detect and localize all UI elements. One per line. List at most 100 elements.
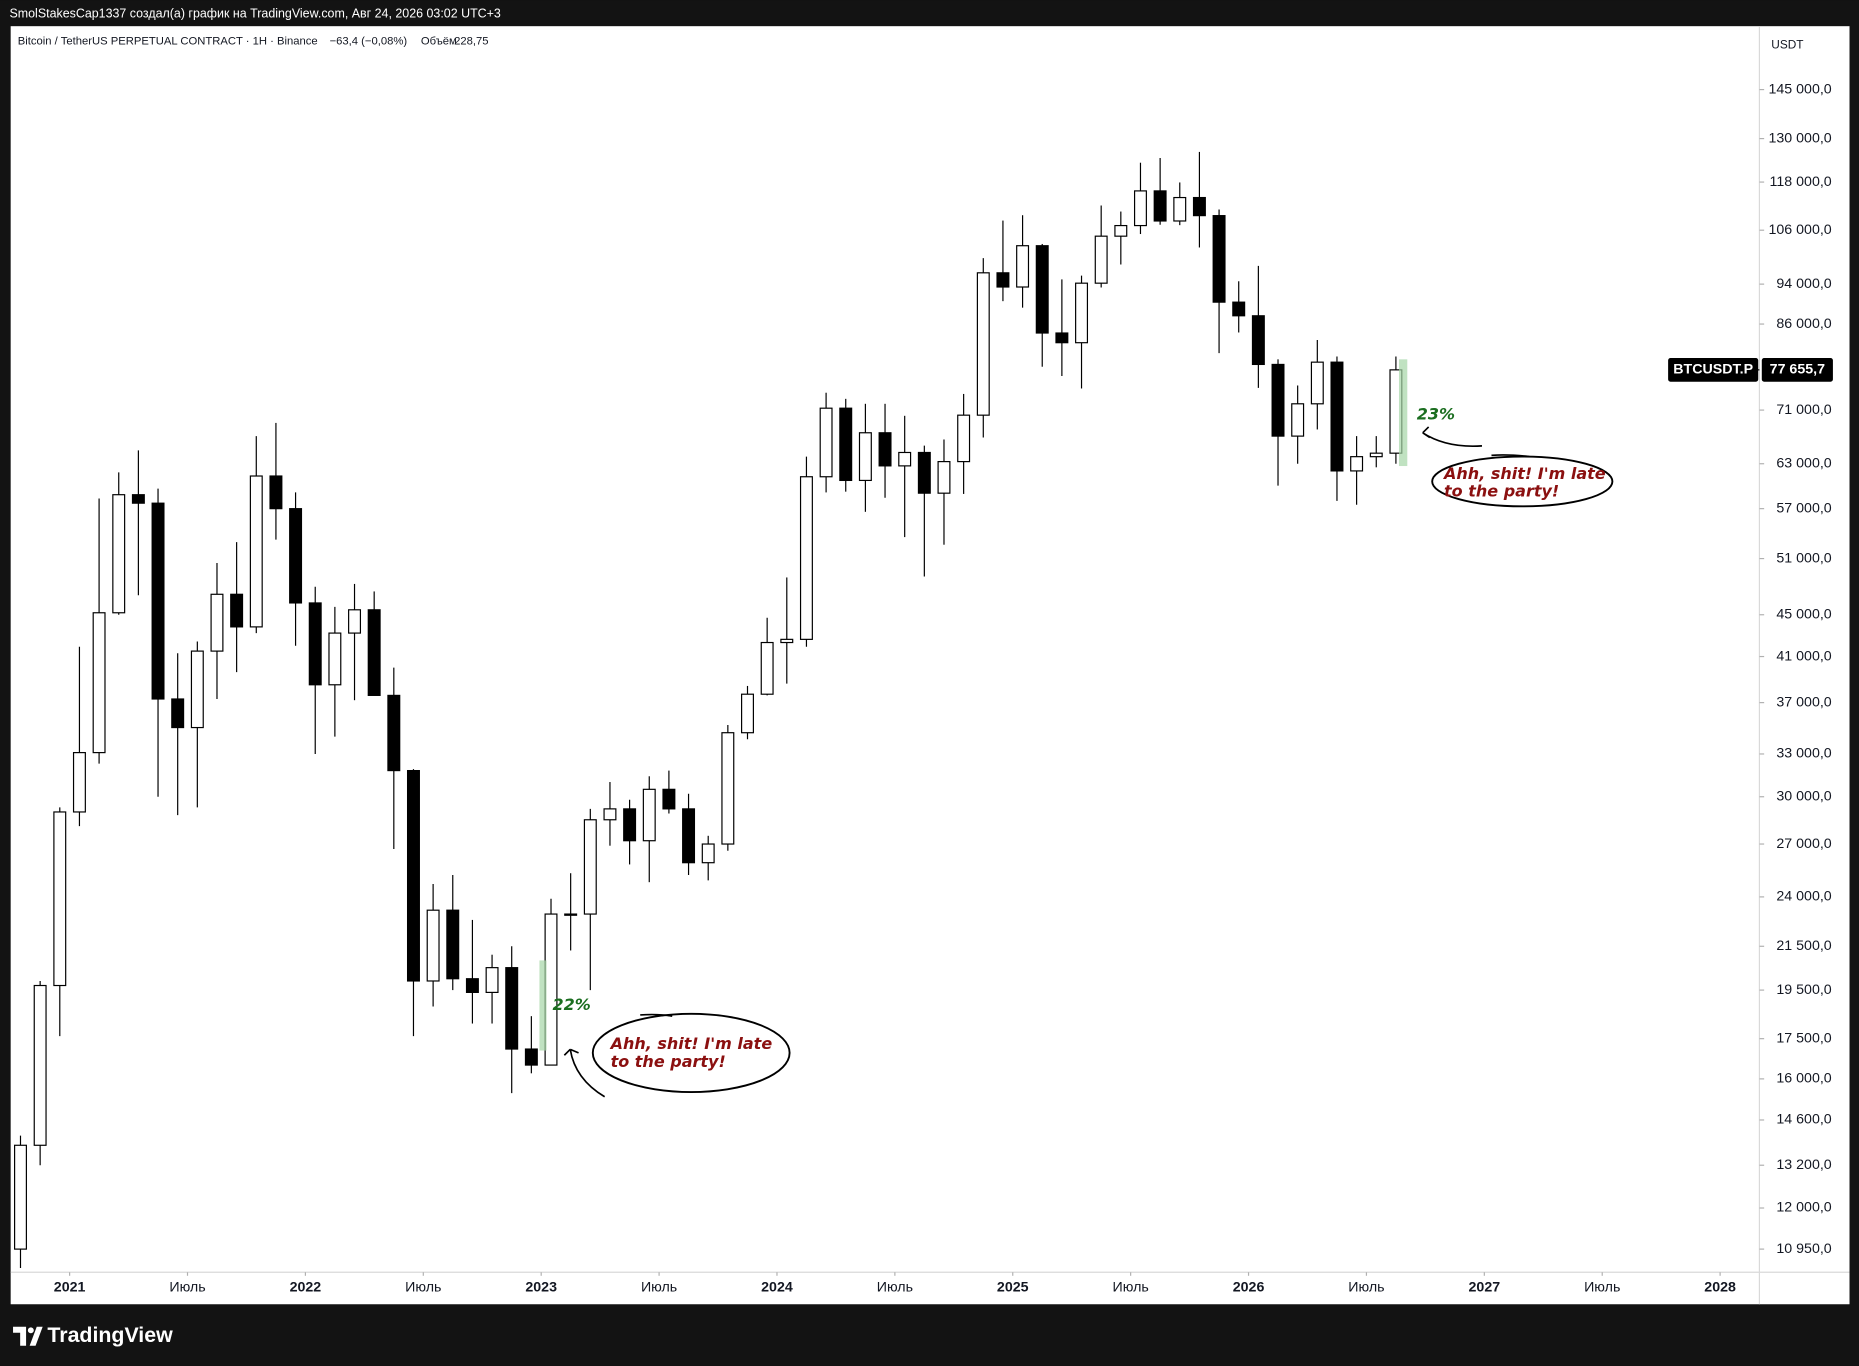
symbol-tag xyxy=(1668,358,1759,382)
candle-body xyxy=(269,475,283,510)
candle-body xyxy=(760,641,774,695)
price-tag xyxy=(1761,358,1833,382)
currency: USDT xyxy=(1771,37,1803,51)
candle-body xyxy=(858,432,872,482)
candle-body xyxy=(131,494,145,504)
y-tick-label: 24 000,0 xyxy=(1776,889,1831,905)
candle-body xyxy=(1291,403,1305,437)
x-tick-label: Июль xyxy=(169,1279,205,1295)
measure-box xyxy=(1398,359,1408,467)
y-tick-label: 37 000,0 xyxy=(1776,694,1831,710)
y-tick-label: 86 000,0 xyxy=(1776,316,1831,332)
candle-body xyxy=(544,913,558,1066)
candle-body xyxy=(1173,196,1187,222)
volume: 228,75 xyxy=(454,36,488,48)
candle-body xyxy=(524,1048,538,1066)
candle-body xyxy=(14,1144,27,1250)
candle-body xyxy=(1251,315,1265,366)
candle-body xyxy=(996,272,1010,288)
candle-body xyxy=(1192,196,1206,217)
candle-body xyxy=(1055,332,1069,344)
chart-area xyxy=(10,26,1850,1305)
change: −63,4 (−0,08%) xyxy=(330,36,408,48)
candle-body xyxy=(603,808,617,821)
candle-body xyxy=(426,909,440,982)
x-tick-label: Июль xyxy=(1348,1279,1384,1295)
speech-bubble xyxy=(591,1012,791,1093)
y-tick-label: 94 000,0 xyxy=(1776,276,1831,292)
x-tick-label: 2027 xyxy=(1469,1279,1501,1295)
y-tick-label: 57 000,0 xyxy=(1776,500,1831,516)
candle-body xyxy=(72,752,86,813)
x-tick-label: Июль xyxy=(641,1279,677,1295)
y-tick-label: 71 000,0 xyxy=(1776,402,1831,418)
candle-body xyxy=(171,698,185,729)
y-tick-label: 145 000,0 xyxy=(1768,81,1831,97)
logo-text: TradingView xyxy=(47,1323,173,1347)
y-tick-label: 12 000,0 xyxy=(1776,1200,1831,1216)
candle-body xyxy=(1114,224,1128,237)
candle-body xyxy=(662,788,676,810)
x-tick-label: 2025 xyxy=(997,1279,1029,1295)
candle-body xyxy=(230,593,244,628)
y-tick-label: 16 000,0 xyxy=(1776,1071,1831,1087)
candle-body xyxy=(1035,245,1049,334)
candle-body xyxy=(564,913,578,916)
y-tick-label: 106 000,0 xyxy=(1768,222,1831,238)
x-tick-label: 2022 xyxy=(290,1279,322,1295)
x-tick-label: 2023 xyxy=(525,1279,557,1295)
candle-body xyxy=(210,593,224,652)
candle-body xyxy=(1330,361,1344,472)
candle-body xyxy=(583,819,597,915)
y-tick-label: 130 000,0 xyxy=(1768,130,1831,146)
candle-body xyxy=(289,508,303,604)
candle-body xyxy=(33,984,47,1146)
candle-body xyxy=(308,602,322,686)
candle-body xyxy=(112,494,126,614)
candle-body xyxy=(249,475,263,628)
candle-body xyxy=(819,407,833,478)
candle-body xyxy=(1369,452,1383,458)
percent-label: 23% xyxy=(1417,405,1455,424)
chart-title: Bitcoin / TetherUS PERPETUAL CONTRACT · … xyxy=(18,36,318,48)
x-tick-label: Июль xyxy=(1113,1279,1149,1295)
y-tick-label: 33 000,0 xyxy=(1776,746,1831,762)
candle-body xyxy=(976,272,990,416)
candle-body xyxy=(1350,456,1364,472)
y-tick-label: 41 000,0 xyxy=(1776,648,1831,664)
x-tick-label: Июль xyxy=(877,1279,913,1295)
candle-body xyxy=(957,414,971,463)
candle-body xyxy=(367,609,381,696)
candle-body xyxy=(701,843,715,864)
candle-body xyxy=(348,609,362,634)
bubble-text: to the party! xyxy=(611,1052,726,1071)
bubble-text: Ahh, shit! I'm late xyxy=(1442,464,1606,483)
candle-body xyxy=(92,612,106,754)
candle-body xyxy=(190,650,204,729)
x-tick-label: 2021 xyxy=(54,1279,86,1295)
candle-body xyxy=(780,638,794,644)
candle-body xyxy=(917,451,931,494)
candle-body xyxy=(1310,361,1324,405)
candle-body xyxy=(799,476,813,640)
candle-body xyxy=(485,967,499,993)
x-tick-label: 2026 xyxy=(1233,1279,1265,1295)
y-tick-label: 19 500,0 xyxy=(1776,982,1831,998)
candle-body xyxy=(1271,363,1285,437)
y-tick-label: 14 600,0 xyxy=(1776,1112,1831,1128)
candle-body xyxy=(406,769,420,982)
y-tick-label: 45 000,0 xyxy=(1776,607,1831,623)
arrow xyxy=(1422,426,1530,458)
arrow xyxy=(563,1013,673,1098)
bubble-text: Ahh, shit! I'm late xyxy=(609,1034,773,1053)
y-tick-label: 118 000,0 xyxy=(1770,174,1832,190)
candle-body xyxy=(682,808,696,864)
candle-body xyxy=(465,978,479,993)
y-tick-label: 21 500,0 xyxy=(1776,938,1831,954)
candle-body xyxy=(387,694,401,772)
y-tick-label: 10 950,0 xyxy=(1776,1241,1831,1257)
candle-body xyxy=(741,693,754,734)
x-tick-label: 2024 xyxy=(761,1279,793,1295)
